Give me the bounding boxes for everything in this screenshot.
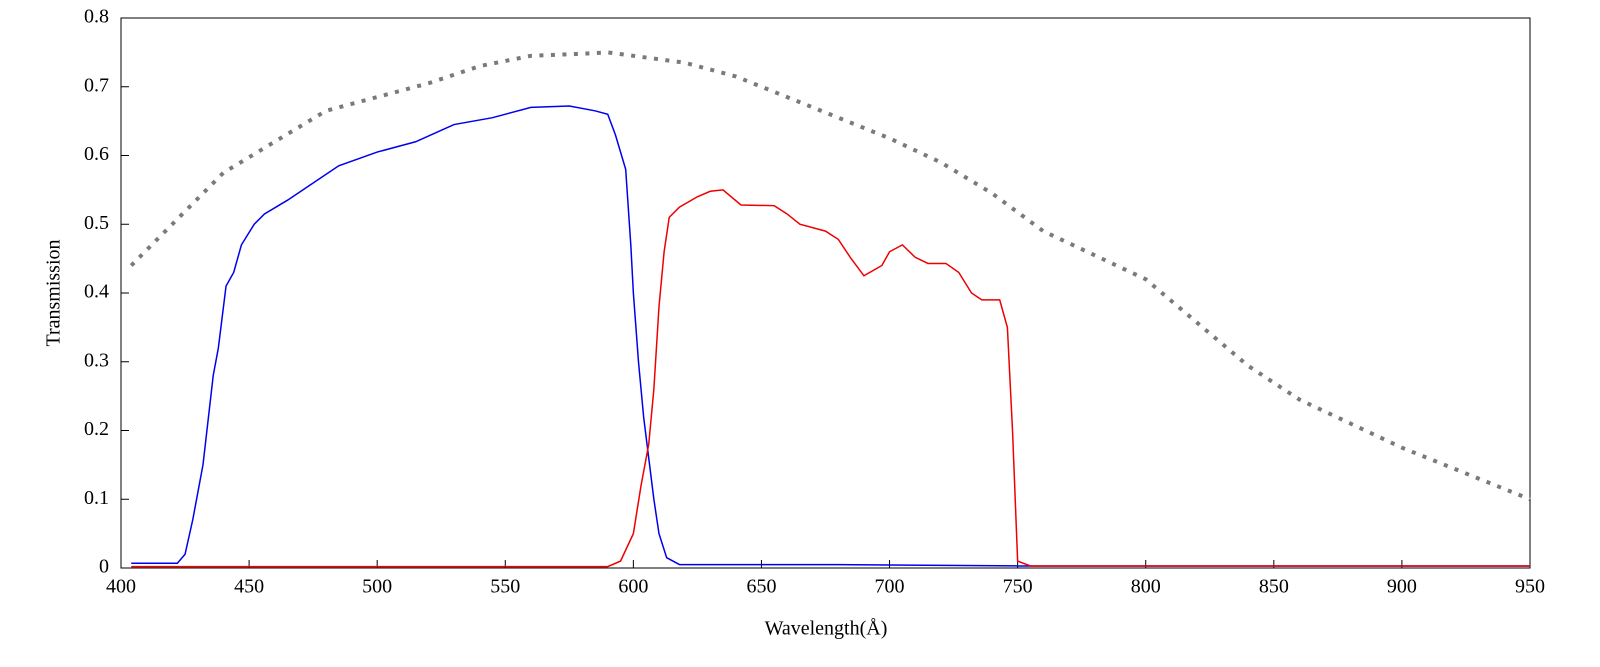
x-tick-label: 550 [490, 576, 520, 598]
y-tick-label: 0.5 [84, 212, 109, 234]
series-line [129, 50, 1531, 502]
y-tick-label: 0.7 [84, 74, 109, 96]
x-tick-label: 900 [1387, 576, 1417, 598]
x-tick-label: 500 [362, 576, 392, 598]
y-tick-label: 0.1 [84, 487, 109, 509]
y-axis-label: Transmission [43, 239, 65, 346]
y-tick-label: 0.6 [84, 143, 109, 165]
x-tick-label: 600 [618, 576, 648, 598]
y-tick-label: 0 [99, 556, 109, 578]
x-tick-label: 950 [1515, 576, 1545, 598]
x-tick-label: 450 [234, 576, 264, 598]
y-tick-label: 0.4 [84, 281, 109, 303]
x-tick-label: 750 [1003, 576, 1033, 598]
x-tick-label: 650 [746, 576, 776, 598]
x-tick-label: 700 [875, 576, 905, 598]
y-tick-label: 0.8 [84, 6, 109, 28]
y-tick-label: 0.3 [84, 349, 109, 371]
y-tick-label: 0.2 [84, 418, 109, 440]
plot-frame [120, 17, 1531, 569]
x-tick-label: 400 [106, 576, 136, 598]
x-tick-label: 800 [1131, 576, 1161, 598]
x-axis-label: Wavelength(Å) [765, 618, 888, 640]
x-tick-label: 850 [1259, 576, 1289, 598]
series-line [131, 189, 1530, 568]
series-line [131, 105, 1530, 567]
